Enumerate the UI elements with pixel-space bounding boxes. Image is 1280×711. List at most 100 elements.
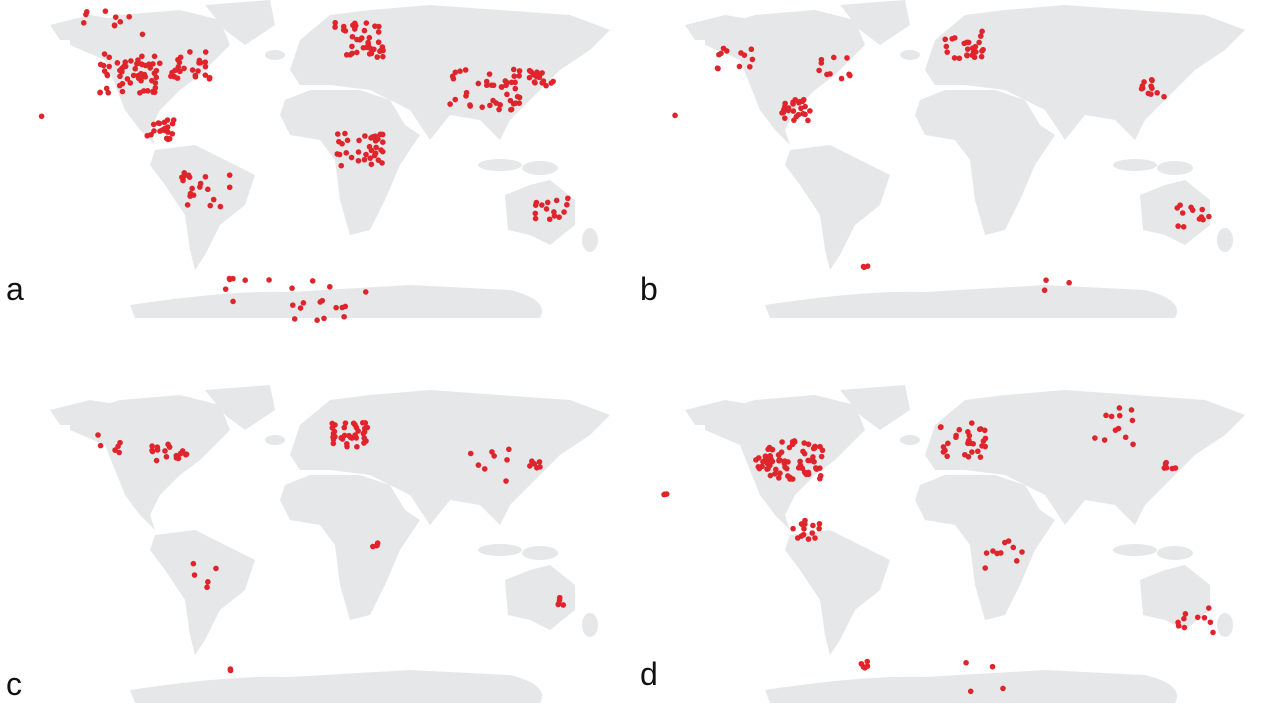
point (111, 22, 118, 28)
point (151, 53, 158, 60)
point (379, 131, 386, 138)
point (965, 438, 972, 445)
point (994, 550, 1000, 557)
point (779, 439, 785, 445)
point (768, 456, 774, 463)
point (379, 160, 385, 166)
point (126, 13, 132, 20)
point (326, 283, 333, 290)
point (1207, 619, 1214, 626)
point (760, 458, 766, 465)
point (467, 103, 474, 109)
point (544, 199, 551, 206)
point (336, 151, 343, 158)
point (447, 101, 453, 107)
point (487, 102, 493, 109)
point (202, 173, 209, 180)
point (496, 106, 502, 113)
point (942, 36, 949, 43)
point (827, 71, 833, 77)
point (189, 185, 195, 192)
point (1141, 79, 1147, 85)
point (973, 49, 979, 55)
point (516, 73, 522, 79)
point (180, 177, 186, 184)
point (1130, 441, 1136, 448)
point (807, 108, 813, 114)
point (204, 584, 210, 591)
point (155, 120, 162, 126)
point (329, 420, 336, 427)
point (332, 24, 338, 30)
point (816, 520, 823, 527)
point (319, 297, 326, 304)
point (564, 201, 570, 208)
point (334, 131, 341, 137)
point (151, 128, 157, 134)
point (1182, 611, 1189, 617)
panel-label: b (640, 271, 658, 307)
point (532, 202, 539, 208)
point (526, 74, 533, 81)
point (83, 11, 89, 18)
point (452, 96, 459, 103)
point (226, 275, 233, 282)
point (1019, 549, 1025, 555)
point (539, 202, 545, 208)
point (1005, 538, 1012, 544)
point (181, 65, 187, 72)
point (798, 105, 804, 112)
point (532, 210, 539, 217)
point (512, 85, 519, 92)
point (379, 44, 386, 50)
point (790, 525, 796, 532)
point (117, 73, 123, 80)
point (516, 68, 523, 74)
point (135, 72, 141, 79)
point (153, 74, 160, 81)
point (536, 459, 543, 465)
point (516, 100, 523, 106)
point (972, 43, 979, 50)
point (756, 465, 763, 472)
point (380, 53, 386, 60)
point (38, 113, 45, 120)
point (341, 313, 347, 320)
point (340, 23, 347, 30)
point (961, 40, 968, 47)
point (779, 110, 785, 116)
point (333, 304, 339, 311)
point (491, 453, 497, 459)
point (980, 46, 986, 53)
point (191, 572, 198, 578)
point (782, 115, 788, 121)
point (368, 161, 375, 168)
point (377, 48, 383, 55)
point (982, 435, 989, 442)
point (1108, 413, 1115, 420)
point (977, 454, 984, 460)
point (354, 36, 360, 43)
point (202, 63, 209, 70)
point (373, 144, 379, 151)
point (375, 136, 381, 142)
point (106, 54, 113, 61)
point (127, 80, 134, 86)
point (190, 192, 197, 198)
point (937, 424, 944, 431)
point (142, 62, 149, 69)
point (990, 548, 996, 554)
point (368, 135, 374, 141)
point (1206, 213, 1212, 220)
point (1101, 437, 1108, 443)
world-map (685, 0, 1245, 318)
point (352, 20, 358, 27)
point (117, 19, 124, 25)
point (810, 522, 816, 529)
point (147, 65, 154, 71)
world-map (50, 385, 610, 703)
point (781, 460, 788, 467)
point (207, 202, 214, 209)
point (378, 147, 384, 153)
